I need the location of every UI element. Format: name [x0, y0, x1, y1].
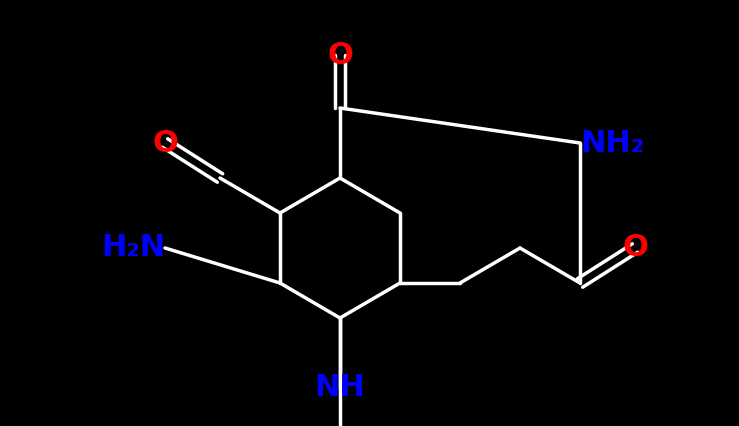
Text: NH: NH — [315, 374, 365, 403]
Text: H₂N: H₂N — [101, 233, 165, 262]
Text: NH₂: NH₂ — [580, 129, 644, 158]
Text: O: O — [152, 129, 178, 158]
Text: O: O — [327, 40, 353, 69]
Text: O: O — [622, 233, 648, 262]
